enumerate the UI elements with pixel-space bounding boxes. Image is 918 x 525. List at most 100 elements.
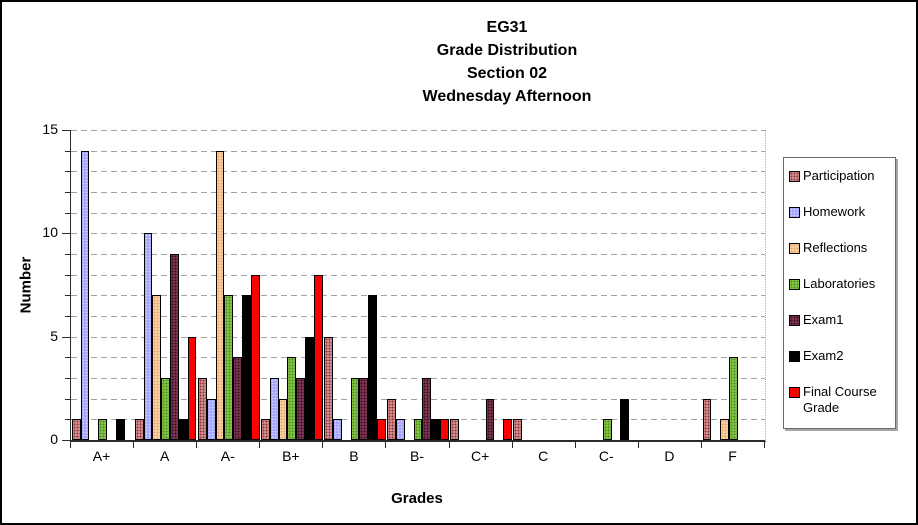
bar-reflections-b-plus (278, 398, 288, 440)
gridline-9 (71, 254, 765, 255)
legend-item-homework: Homework (789, 204, 890, 220)
bar-final-course-grade-a-minus (250, 274, 260, 440)
x-category-label-d: D (664, 448, 675, 464)
x-category-label-a: A (159, 448, 170, 464)
plot-area (70, 130, 766, 442)
bar-exam1-a (170, 254, 179, 440)
bar-laboratories-b-plus (287, 357, 297, 440)
bar-group-c-plus (450, 130, 513, 440)
legend-label-laboratories: Laboratories (803, 276, 876, 291)
y-minor-tick-13 (65, 171, 70, 173)
bar-group-a (134, 130, 197, 440)
bar-group-c (513, 130, 576, 440)
y-tick-label-10: 10 (42, 224, 58, 241)
chart-title-line-3: Section 02 (466, 65, 548, 82)
bar-laboratories-f (729, 357, 738, 440)
legend-label-participation: Participation (803, 168, 875, 183)
y-minor-tick-1 (65, 419, 70, 421)
legend-label-homework: Homework (803, 204, 866, 219)
x-category-label-b-minus: B- (410, 448, 425, 464)
y-major-tick-10 (62, 233, 70, 235)
chart-title-line-1: EG31 (486, 19, 528, 36)
x-category-label-b: B (349, 448, 359, 464)
gridline-15 (71, 130, 765, 131)
y-minor-tick-12 (65, 192, 70, 193)
y-minor-tick-3 (65, 378, 70, 379)
bar-final-course-grade-a (187, 336, 197, 440)
gridline-5 (71, 336, 765, 338)
legend-label-reflections: Reflections (803, 240, 868, 255)
bar-homework-a-plus (80, 150, 90, 440)
gridline-4 (71, 357, 765, 359)
x-boundary-tick-1 (133, 442, 135, 448)
y-major-tick-15 (62, 130, 70, 131)
bar-participation-a-plus (71, 419, 81, 440)
bar-participation-b-plus (261, 419, 270, 440)
bar-exam2-a (178, 419, 188, 440)
legend-item-reflections: Reflections (789, 240, 890, 256)
bar-participation-f (702, 398, 712, 440)
x-boundary-tick-2 (196, 442, 198, 448)
y-major-tick-5 (62, 336, 70, 338)
bar-final-course-grade-b-plus (313, 274, 323, 440)
legend-label-final-course-grade: Final Course Grade (803, 384, 877, 415)
y-minor-tick-11 (65, 212, 70, 214)
x-boundary-tick-7 (511, 442, 513, 448)
bar-homework-a-minus (206, 398, 216, 440)
bar-group-a-plus (71, 130, 134, 440)
x-axis-labels: A+ A A- B+ B B- C+ C C- D F (70, 448, 764, 464)
legend-swatch-exam2-icon (789, 351, 800, 362)
gridline-8 (71, 274, 765, 276)
y-minor-tick-14 (65, 150, 70, 152)
bar-laboratories-a-minus (224, 295, 234, 440)
y-tick-label-0: 0 (50, 431, 58, 447)
x-category-label-a-minus: A- (220, 448, 235, 464)
legend-item-exam1: Exam1 (789, 312, 890, 328)
bar-exam2-a-minus (241, 295, 251, 440)
x-category-label-b-plus: B+ (282, 448, 300, 464)
legend-swatch-participation-icon (789, 171, 800, 182)
bar-reflections-a (152, 295, 162, 440)
bar-laboratories-a-plus (98, 419, 107, 440)
x-category-label-c-minus: C- (598, 448, 614, 464)
legend-item-laboratories: Laboratories (789, 276, 890, 292)
bar-exam2-c-minus (620, 398, 630, 440)
gridline-12 (71, 192, 765, 193)
x-boundary-tick-4 (322, 442, 324, 448)
legend-label-exam1: Exam1 (803, 312, 844, 327)
gridline-10 (71, 233, 765, 235)
bar-group-f (702, 130, 765, 440)
bar-group-c-minus (576, 130, 639, 440)
bar-group-b-plus (260, 130, 323, 440)
legend-swatch-final-course-grade-icon (789, 387, 800, 398)
bar-participation-c (513, 419, 523, 440)
bar-exam2-b-minus (431, 419, 440, 440)
bar-group-b (323, 130, 386, 440)
y-tick-label-5: 5 (50, 327, 58, 344)
bar-exam1-b-minus (422, 378, 432, 440)
bar-exam1-b (359, 378, 369, 440)
x-boundary-tick-11 (764, 442, 765, 448)
x-boundary-tick-3 (259, 442, 261, 448)
bar-exam1-b-plus (296, 378, 306, 440)
legend-item-participation: Participation (789, 168, 890, 184)
bar-homework-b-plus (269, 378, 279, 440)
bar-group-b-minus (386, 130, 449, 440)
bar-final-course-grade-c-plus (503, 419, 512, 440)
gridline-7 (71, 295, 765, 297)
bar-participation-a (134, 419, 144, 440)
bar-exam2-a-plus (115, 419, 125, 440)
legend-item-exam2: Exam2 (789, 348, 890, 364)
bar-exam2-b (368, 295, 377, 440)
x-category-label-c-plus: C+ (470, 448, 490, 464)
y-tick-label-15: 15 (42, 121, 58, 137)
gridline-14 (71, 150, 765, 152)
bar-exam1-a-minus (233, 357, 242, 440)
bar-participation-a-minus (197, 378, 207, 440)
gridline-13 (71, 171, 765, 173)
y-minor-tick-2 (65, 398, 70, 400)
bar-participation-c-plus (450, 419, 460, 440)
gridline-11 (71, 212, 765, 214)
gridline-3 (71, 378, 765, 379)
